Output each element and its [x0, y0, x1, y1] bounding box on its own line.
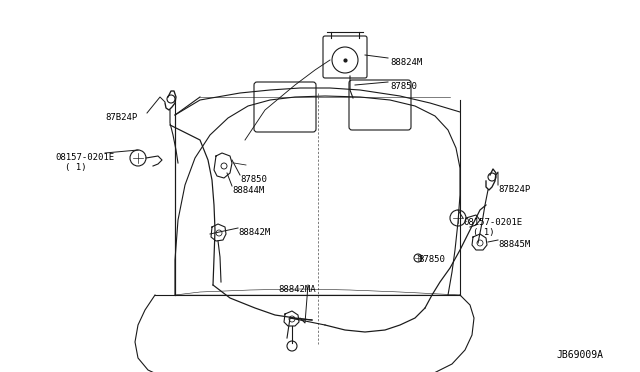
Text: 87850: 87850	[390, 82, 417, 91]
Text: 08157-0201E: 08157-0201E	[463, 218, 522, 227]
Text: 87850: 87850	[240, 175, 267, 184]
Text: 88845M: 88845M	[498, 240, 531, 249]
Text: ( 1): ( 1)	[65, 163, 86, 172]
Text: ( 1): ( 1)	[473, 228, 495, 237]
Text: 08157-0201E: 08157-0201E	[55, 153, 114, 162]
Text: 88842MA: 88842MA	[278, 285, 316, 294]
Text: 88842M: 88842M	[238, 228, 270, 237]
Text: JB69009A: JB69009A	[556, 350, 603, 360]
Text: 87850: 87850	[418, 255, 445, 264]
Text: 88844M: 88844M	[232, 186, 264, 195]
Text: 87B24P: 87B24P	[498, 185, 531, 194]
Text: 88824M: 88824M	[390, 58, 422, 67]
Text: 87B24P: 87B24P	[105, 113, 137, 122]
